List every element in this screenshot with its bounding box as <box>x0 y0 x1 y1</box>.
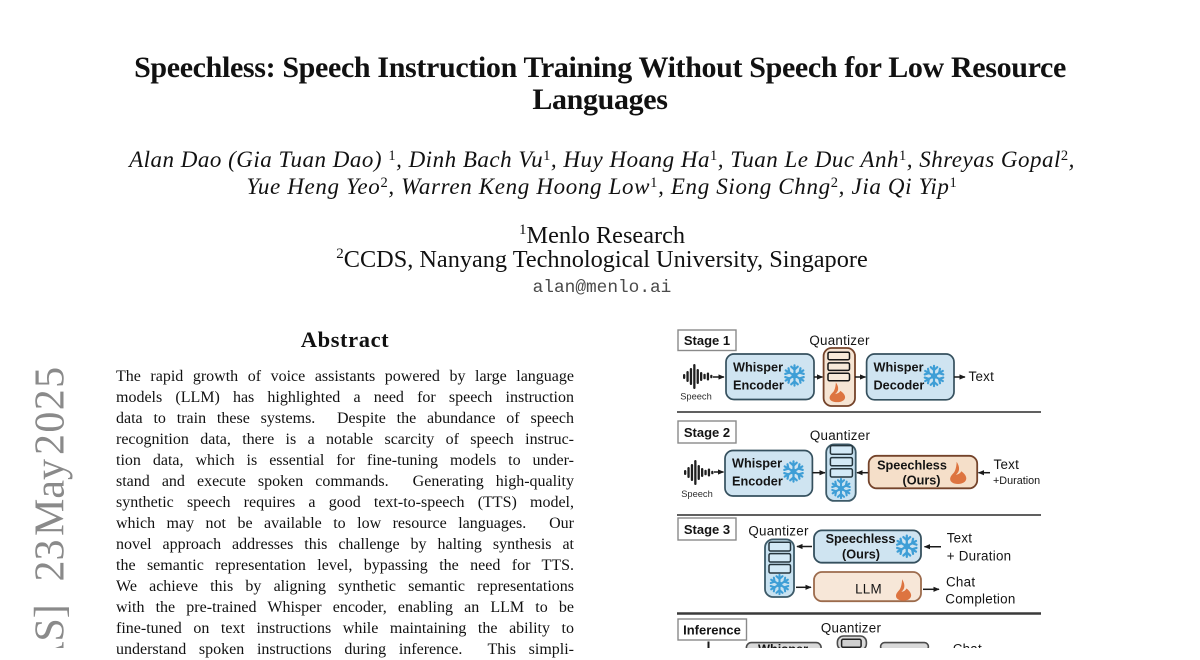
svg-text:Encoder: Encoder <box>733 379 784 393</box>
svg-text:Encoder: Encoder <box>732 475 783 489</box>
svg-text:(Ours): (Ours) <box>842 547 880 561</box>
svg-text:+ Duration: + Duration <box>947 548 1012 563</box>
svg-text:Chat: Chat <box>953 642 982 648</box>
svg-text:Completion: Completion <box>945 591 1015 606</box>
svg-text:Text: Text <box>947 531 973 546</box>
svg-text:LLM: LLM <box>855 581 882 596</box>
svg-text:Speech: Speech <box>680 392 712 402</box>
svg-text:+Duration: +Duration <box>993 475 1040 487</box>
svg-text:Speechless: Speechless <box>877 458 947 472</box>
svg-text:Whisper: Whisper <box>733 361 783 375</box>
svg-text:Stage 2: Stage 2 <box>684 425 730 440</box>
svg-text:Whisper: Whisper <box>758 643 808 649</box>
svg-text:Speechless: Speechless <box>826 532 896 546</box>
svg-text:Decoder: Decoder <box>874 379 925 393</box>
svg-text:Chat: Chat <box>946 574 975 589</box>
svg-text:Quantizer: Quantizer <box>821 621 882 636</box>
svg-text:Stage 3: Stage 3 <box>684 522 730 537</box>
svg-text:Stage 1: Stage 1 <box>684 333 730 348</box>
svg-text:Speech: Speech <box>681 489 713 499</box>
svg-text:AS]23May2025: AS]23May2025 <box>28 365 74 648</box>
svg-text:Whisper: Whisper <box>732 457 782 471</box>
svg-text:(Ours): (Ours) <box>902 473 940 487</box>
svg-text:Quantizer: Quantizer <box>809 333 870 348</box>
svg-text:Inference: Inference <box>683 622 741 637</box>
svg-text:Whisper: Whisper <box>874 361 924 375</box>
svg-text:Quantizer: Quantizer <box>810 428 871 443</box>
svg-text:Text: Text <box>969 369 995 384</box>
svg-text:Text: Text <box>994 457 1020 472</box>
svg-text:Quantizer: Quantizer <box>748 524 809 539</box>
